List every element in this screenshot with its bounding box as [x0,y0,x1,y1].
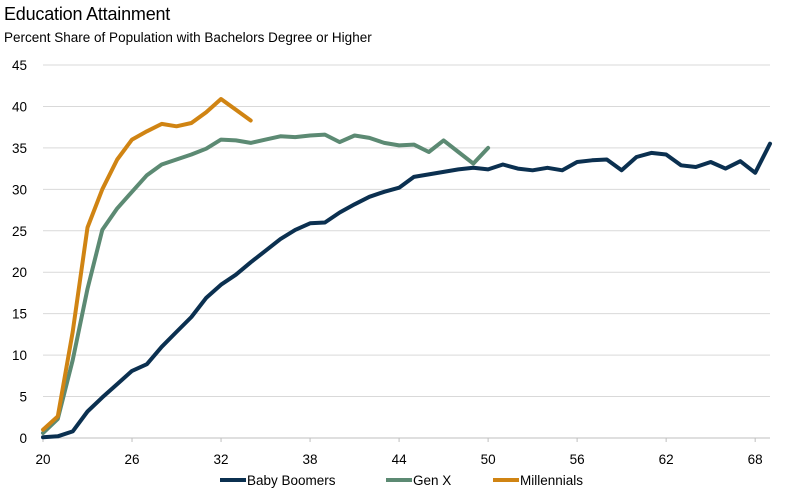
y-tick-label-15: 15 [12,307,27,322]
x-tick-label-32: 32 [214,452,229,467]
y-tick-label-40: 40 [12,99,27,114]
series-line-gen-x [41,132,491,435]
legend-label-gen-x: Gen X [413,473,451,488]
y-tick-label-30: 30 [12,182,27,197]
x-tick-label-38: 38 [303,452,318,467]
x-tick-label-62: 62 [659,452,674,467]
x-tick-label-68: 68 [748,452,763,467]
x-tick-label-26: 26 [125,452,140,467]
y-tick-label-5: 5 [19,390,27,405]
x-tick-label-50: 50 [481,452,496,467]
y-tick-label-20: 20 [12,265,27,280]
legend-label-millennials: Millennials [520,473,583,488]
series-line-millennials [41,97,253,432]
series-line-baby-boomers [41,141,772,440]
x-tick-label-44: 44 [392,452,408,467]
chart-subtitle: Percent Share of Population with Bachelo… [4,30,372,45]
x-tick-label-56: 56 [570,452,585,467]
y-tick-label-35: 35 [12,141,27,156]
y-tick-label-0: 0 [19,431,27,446]
y-tick-label-10: 10 [12,348,27,363]
legend-label-baby-boomers: Baby Boomers [247,473,336,488]
y-tick-label-45: 45 [12,58,27,73]
x-tick-label-20: 20 [35,452,50,467]
chart-title: Education Attainment [4,4,171,24]
y-tick-label-25: 25 [12,224,27,239]
